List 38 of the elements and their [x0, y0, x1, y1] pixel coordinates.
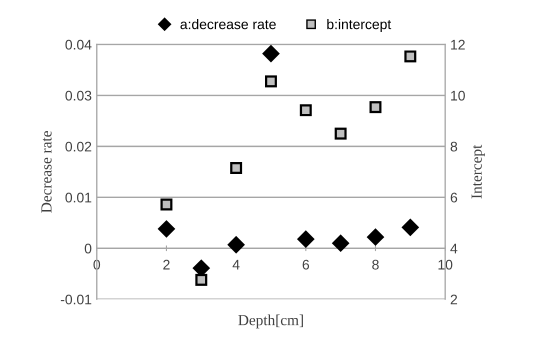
y2-tick-label: 2 — [450, 294, 458, 304]
y2-tick-label: 4 — [450, 244, 458, 254]
point — [402, 218, 419, 236]
legend-label: b:intercept — [327, 19, 392, 32]
point — [297, 230, 314, 248]
y-axis-title: Decrease rate — [41, 131, 52, 213]
point — [332, 234, 350, 252]
x-tick-label: 0 — [93, 260, 100, 270]
point — [366, 228, 384, 246]
y2-axis-title: Intercept — [472, 144, 485, 198]
point — [230, 162, 242, 174]
x-axis-title: Depth[cm] — [238, 314, 303, 328]
point — [334, 128, 347, 140]
point — [262, 45, 280, 62]
y-tick-label: 0.02 — [65, 142, 92, 152]
y2-tick-label: 6 — [450, 192, 458, 203]
x-tick-label: 10 — [438, 260, 452, 270]
x-tick-label: 2 — [163, 260, 170, 270]
y-tick-label: 0.04 — [65, 40, 92, 50]
x-tick-label: 4 — [232, 260, 240, 270]
y-tick-label: 0.03 — [65, 90, 92, 101]
point — [370, 101, 382, 114]
y-tick-label: -0.01 — [60, 294, 92, 304]
legend-label: a:decrease rate — [180, 19, 276, 30]
y2-tick-label: 12 — [451, 40, 465, 50]
y2-tick-label: 10 — [451, 90, 465, 101]
point — [160, 198, 172, 210]
point — [404, 50, 416, 62]
point — [300, 104, 312, 116]
point — [158, 220, 176, 238]
y2-tick-label: 8 — [450, 142, 458, 152]
point — [265, 75, 277, 88]
x-tick-label: 8 — [372, 260, 379, 270]
y-tick-label: 0.01 — [65, 192, 92, 203]
y-tick-label: 0 — [84, 244, 92, 254]
point — [228, 236, 245, 254]
x-tick-label: 6 — [302, 260, 310, 270]
point — [195, 274, 208, 286]
